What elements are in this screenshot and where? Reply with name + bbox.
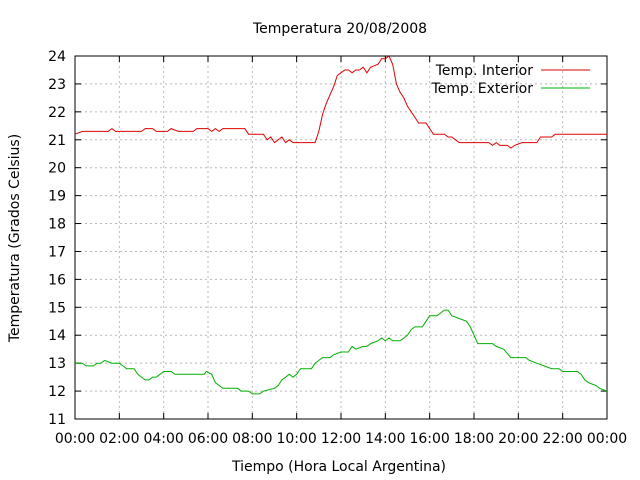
x-tick-label: 16:00 bbox=[409, 431, 449, 447]
y-tick-label: 17 bbox=[48, 244, 66, 260]
x-tick-label: 12:00 bbox=[321, 431, 361, 447]
y-tick-label: 23 bbox=[48, 77, 66, 93]
y-tick-label: 12 bbox=[48, 384, 66, 400]
y-tick-label: 21 bbox=[48, 133, 66, 149]
x-axis-title: Tiempo (Hora Local Argentina) bbox=[231, 459, 446, 475]
legend-label: Temp. Exterior bbox=[431, 81, 534, 97]
y-tick-label: 20 bbox=[48, 161, 66, 177]
y-tick-label: 18 bbox=[48, 217, 66, 233]
series-line-exterior bbox=[75, 309, 608, 395]
x-tick-label: 00:00 bbox=[55, 431, 95, 447]
grid bbox=[75, 56, 607, 419]
y-tick-label: 11 bbox=[48, 412, 66, 428]
legend: Temp. Interior Temp. Exterior bbox=[431, 63, 590, 97]
y-tick-label: 24 bbox=[48, 49, 66, 65]
legend-label: Temp. Interior bbox=[435, 63, 534, 79]
y-tick-label: 13 bbox=[48, 356, 66, 372]
series-lines bbox=[74, 55, 608, 395]
x-tick-label: 00:00 bbox=[587, 431, 627, 447]
x-tick-label: 08:00 bbox=[232, 431, 272, 447]
series-line-interior bbox=[74, 55, 607, 149]
x-tick-label: 06:00 bbox=[188, 431, 228, 447]
x-tick-label: 18:00 bbox=[454, 431, 494, 447]
x-tick-label: 14:00 bbox=[365, 431, 405, 447]
chart-title: Temperatura 20/08/2008 bbox=[252, 21, 427, 37]
x-tick-label: 22:00 bbox=[542, 431, 582, 447]
y-tick-label: 19 bbox=[48, 189, 66, 205]
y-tick-label: 16 bbox=[48, 272, 66, 288]
x-tick-label: 02:00 bbox=[99, 431, 139, 447]
x-tick-label: 04:00 bbox=[143, 431, 183, 447]
x-tick-label: 10:00 bbox=[276, 431, 316, 447]
y-tick-label: 22 bbox=[48, 105, 66, 121]
x-tick-label: 20:00 bbox=[498, 431, 538, 447]
y-tick-label: 14 bbox=[48, 328, 66, 344]
y-tick-label: 15 bbox=[48, 300, 66, 316]
y-axis-title: Temperatura (Grados Celsius) bbox=[7, 134, 23, 343]
